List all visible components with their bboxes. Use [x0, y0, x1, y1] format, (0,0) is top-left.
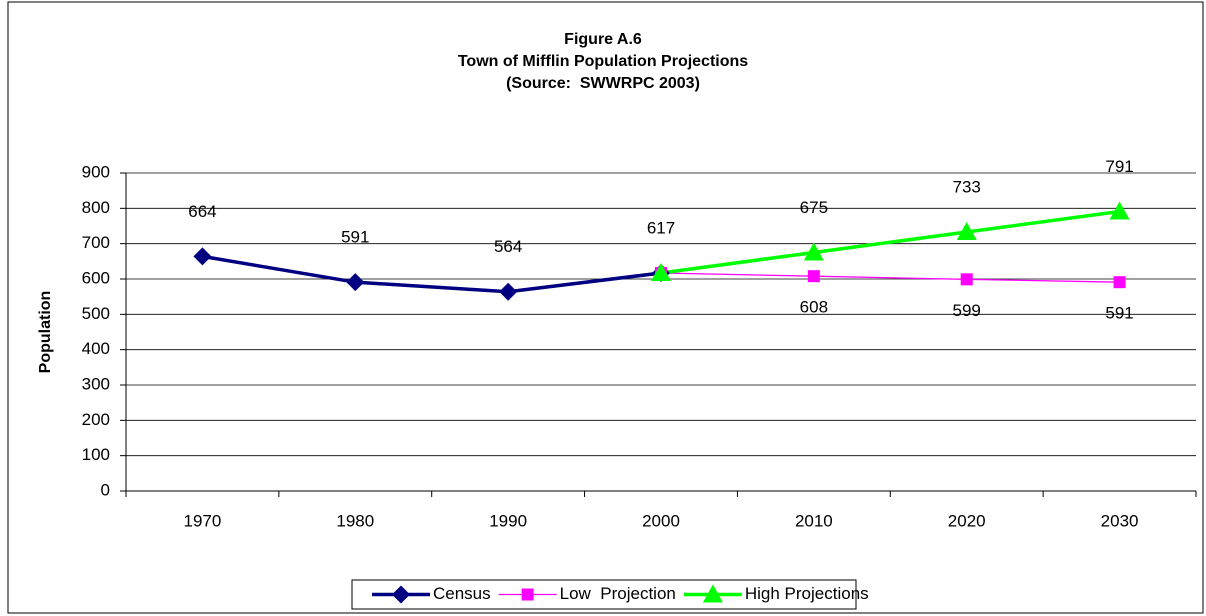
y-tick-label: 400 [82, 339, 110, 358]
y-tick-label: 700 [82, 233, 110, 252]
data-label: 617 [647, 218, 675, 237]
x-tick-label: 1990 [489, 511, 527, 530]
x-tick-label: 2000 [642, 511, 680, 530]
chart-frame [7, 1, 1204, 614]
y-tick-label: 800 [82, 198, 110, 217]
legend-label: Census [433, 584, 491, 603]
y-tick-label: 200 [82, 410, 110, 429]
marker [499, 282, 518, 301]
chart-source: (Source: SWWRPC 2003) [506, 75, 700, 92]
y-tick-label: 500 [82, 304, 110, 323]
marker [521, 588, 534, 601]
data-label: 791 [1105, 157, 1133, 176]
data-label: 591 [341, 228, 369, 247]
marker [956, 222, 977, 241]
marker [803, 242, 824, 261]
marker [651, 262, 671, 281]
marker [392, 585, 410, 604]
y-axis-label: Population [37, 291, 54, 374]
marker [960, 273, 973, 286]
data-label: 675 [800, 198, 828, 217]
y-tick-label: 100 [82, 445, 110, 464]
data-label: 608 [800, 298, 828, 317]
marker [193, 247, 212, 266]
chart-title: Figure A.6 [564, 31, 642, 48]
chart-subtitle: Town of Mifflin Population Projections [458, 53, 748, 70]
data-label: 733 [953, 177, 981, 196]
series-line [660, 209, 1120, 275]
data-label: 664 [188, 202, 216, 221]
legend-box [351, 579, 857, 610]
data-label: 599 [953, 301, 981, 320]
series-line [660, 272, 1120, 283]
marker [1109, 201, 1130, 220]
data-label: 564 [494, 237, 522, 256]
legend-label: Low Projection [560, 584, 676, 603]
marker [807, 270, 820, 283]
y-tick-label: 0 [101, 480, 110, 499]
x-tick-label: 2030 [1101, 511, 1139, 530]
marker [346, 273, 365, 292]
legend-label: High Projections [745, 584, 869, 603]
marker [1113, 276, 1126, 289]
x-tick-label: 1970 [184, 511, 222, 530]
series-line [202, 254, 662, 294]
x-tick-label: 1980 [336, 511, 374, 530]
y-tick-label: 900 [82, 162, 110, 181]
y-tick-label: 600 [82, 268, 110, 287]
y-tick-label: 300 [82, 374, 110, 393]
marker [702, 584, 723, 603]
x-tick-label: 2020 [948, 511, 986, 530]
x-tick-label: 2010 [795, 511, 833, 530]
data-label: 591 [1105, 304, 1133, 323]
